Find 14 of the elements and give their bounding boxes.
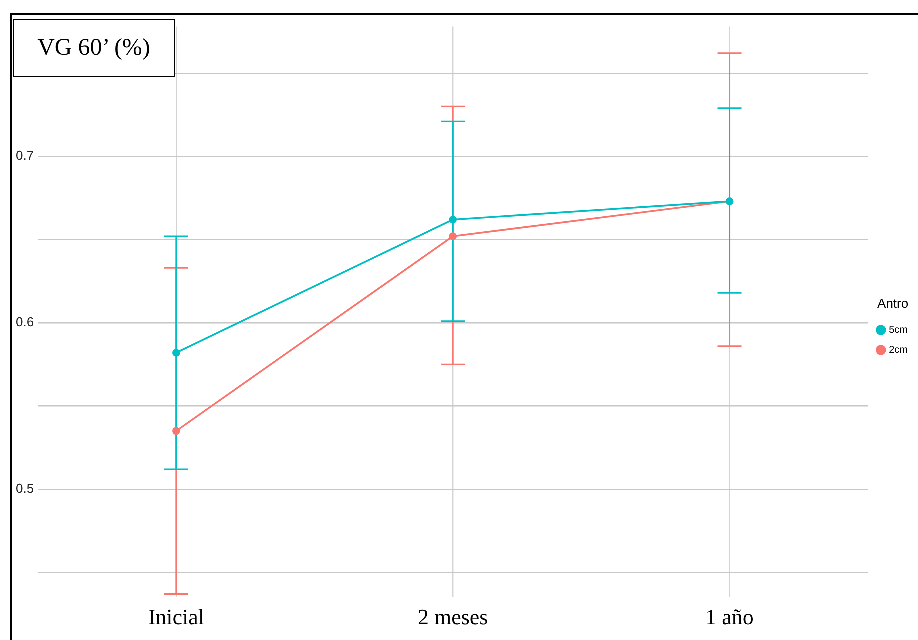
y-tick-label: 0.5 [16,481,34,496]
point [449,216,457,224]
point [172,349,180,357]
x-tick-label: 1 año [706,604,754,630]
y-tick-label: 0.6 [16,314,34,330]
x-tick-label: Inicial [148,604,205,630]
point [449,232,457,240]
y-tick-label: 0.7 [16,148,34,164]
legend-title: Antro [878,296,909,311]
legend-label: 5cm [889,325,908,336]
x-tick-label: 2 meses [418,604,488,630]
chart-title: VG 60’ (%) [13,19,175,77]
legend-label: 2cm [889,345,908,356]
point [172,427,180,436]
